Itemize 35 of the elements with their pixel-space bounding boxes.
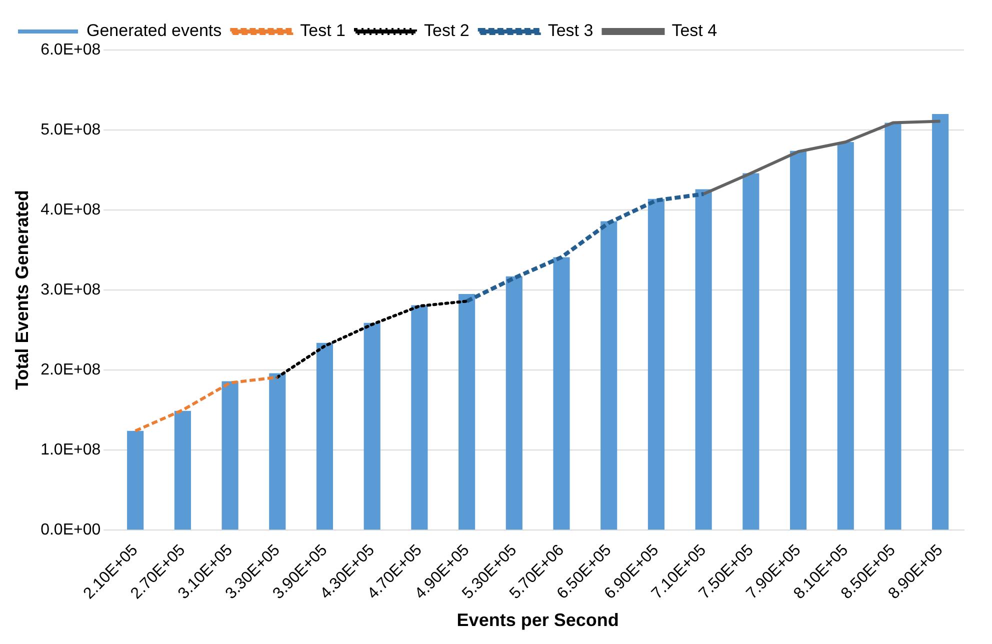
y-tick-label: 2.0E+08 bbox=[40, 361, 101, 378]
legend-label: Test 4 bbox=[672, 21, 718, 40]
legend-label: Generated events bbox=[86, 21, 222, 40]
bar bbox=[127, 430, 144, 530]
bar bbox=[174, 410, 191, 530]
y-tick-label: 3.0E+08 bbox=[40, 281, 101, 298]
legend-label: Test 3 bbox=[548, 21, 594, 40]
y-tick-label: 4.0E+08 bbox=[40, 201, 101, 218]
bar bbox=[411, 305, 428, 530]
line-series bbox=[134, 376, 279, 432]
bar bbox=[553, 257, 570, 530]
bar bbox=[695, 189, 712, 530]
bar bbox=[506, 276, 522, 530]
y-tick-label: 5.0E+08 bbox=[40, 121, 101, 138]
legend-label: Test 2 bbox=[424, 21, 470, 40]
y-tick-label: 0.0E+00 bbox=[40, 521, 101, 538]
bar bbox=[932, 114, 949, 530]
bar bbox=[316, 342, 334, 530]
legend-label: Test 1 bbox=[300, 21, 346, 40]
bar bbox=[742, 173, 760, 530]
bar bbox=[269, 373, 286, 530]
line-series bbox=[276, 300, 468, 379]
bar bbox=[648, 198, 664, 530]
x-axis-title: Events per Second bbox=[456, 610, 619, 630]
bar bbox=[364, 322, 380, 530]
bar bbox=[837, 142, 854, 530]
y-tick-label: 6.0E+08 bbox=[40, 41, 101, 58]
y-tick-label: 1.0E+08 bbox=[40, 441, 101, 458]
bar bbox=[884, 122, 902, 530]
line-series bbox=[464, 192, 706, 304]
bar bbox=[458, 294, 476, 530]
bar bbox=[790, 150, 807, 530]
y-axis-title: Total Events Generated bbox=[12, 190, 32, 390]
bar bbox=[600, 221, 618, 530]
bar bbox=[222, 381, 238, 530]
